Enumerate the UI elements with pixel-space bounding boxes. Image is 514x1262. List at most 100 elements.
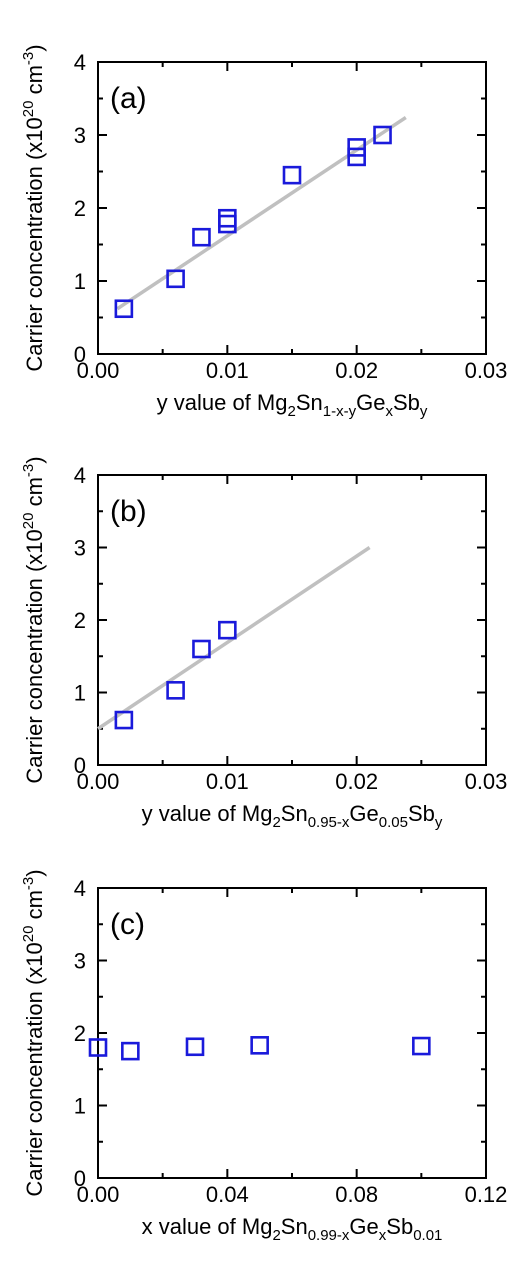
y-title-sup: 20 bbox=[20, 513, 37, 530]
y-tick-label: 4 bbox=[74, 50, 86, 75]
x-tick-label: 0.08 bbox=[335, 1182, 378, 1207]
x-title-text: Ge bbox=[349, 801, 378, 826]
y-title-text: ) bbox=[22, 869, 47, 876]
x-title-sub: 2 bbox=[287, 403, 295, 420]
data-point bbox=[121, 1041, 140, 1061]
data-point bbox=[166, 269, 185, 289]
x-tick-label: 0.01 bbox=[206, 358, 249, 383]
data-point bbox=[218, 208, 237, 228]
data-point bbox=[192, 639, 211, 659]
x-tick-label: 0.04 bbox=[206, 1182, 249, 1207]
y-axis-title: Carrier concentration (x1020 cm-3) bbox=[20, 44, 47, 371]
y-tick-label: 3 bbox=[74, 536, 86, 561]
y-tick-label: 1 bbox=[74, 269, 86, 294]
x-axis-title: y value of Mg2Sn0.95-xGe0.05Sby bbox=[142, 801, 443, 831]
data-point bbox=[185, 1037, 205, 1057]
x-title-sub: 0.95-x bbox=[308, 814, 350, 831]
x-tick-label: 0.02 bbox=[335, 358, 378, 383]
y-title-text: Carrier concentration (x10 bbox=[22, 117, 47, 371]
y-axis-title: Carrier concentration (x1020 cm-3) bbox=[20, 456, 47, 783]
x-title-sub: 0.05 bbox=[379, 814, 408, 831]
plot-frame bbox=[97, 474, 487, 766]
x-title-text: Sb bbox=[386, 1214, 413, 1239]
data-point bbox=[412, 1036, 431, 1056]
x-title-text: Sb bbox=[408, 801, 435, 826]
y-tick-label: 0 bbox=[74, 753, 86, 778]
y-tick-label: 2 bbox=[74, 608, 86, 633]
data-point bbox=[218, 214, 237, 234]
y-tick-label: 4 bbox=[74, 876, 86, 901]
y-title-text: Carrier concentration (x10 bbox=[22, 529, 47, 783]
x-title-text: y value of Mg bbox=[157, 390, 288, 415]
x-tick-label: 0.12 bbox=[465, 1182, 508, 1207]
y-axis-title: Carrier concentration (x1020 cm-3) bbox=[20, 869, 47, 1196]
x-axis-title: y value of Mg2Sn1-x-yGexSby bbox=[157, 390, 428, 420]
x-title-sub: y bbox=[420, 403, 428, 420]
x-title-text: Ge bbox=[349, 1214, 378, 1239]
x-title-sub: 0.01 bbox=[413, 1227, 442, 1244]
y-tick-label: 3 bbox=[74, 123, 86, 148]
x-title-sub: 0.99-x bbox=[308, 1227, 350, 1244]
x-title-sub: y bbox=[435, 814, 443, 831]
data-point bbox=[88, 1038, 108, 1057]
panel-label: (b) bbox=[110, 495, 147, 528]
data-point bbox=[347, 138, 366, 157]
x-tick-label: 0.00 bbox=[77, 769, 120, 794]
y-title-text: cm bbox=[22, 477, 47, 512]
y-tick-label: 0 bbox=[74, 1166, 86, 1191]
y-tick-label: 2 bbox=[74, 1021, 86, 1046]
y-title-text: ) bbox=[22, 44, 47, 51]
x-tick-label: 0.00 bbox=[77, 358, 120, 383]
data-point bbox=[192, 227, 211, 247]
data-point bbox=[250, 1036, 269, 1055]
y-title-sup: -3 bbox=[20, 877, 37, 890]
data-point bbox=[347, 147, 366, 167]
y-title-sup: 20 bbox=[20, 101, 37, 118]
x-title-text: y value of Mg bbox=[142, 801, 273, 826]
data-point bbox=[282, 165, 302, 185]
x-title-sub: 2 bbox=[272, 814, 280, 831]
y-tick-label: 1 bbox=[74, 1094, 86, 1119]
x-axis-title: x value of Mg2Sn0.99-xGexSb0.01 bbox=[142, 1214, 443, 1244]
panel-label: (a) bbox=[110, 82, 147, 115]
x-tick-label: 0.01 bbox=[206, 769, 249, 794]
y-title-text: cm bbox=[22, 65, 47, 100]
y-title-sup: -3 bbox=[20, 464, 37, 477]
panel-label: (c) bbox=[110, 908, 145, 941]
data-point bbox=[373, 125, 392, 145]
data-point bbox=[114, 299, 134, 319]
plot-frame bbox=[97, 61, 487, 355]
y-tick-label: 2 bbox=[74, 196, 86, 221]
fit-line bbox=[116, 116, 407, 311]
y-title-text: ) bbox=[22, 456, 47, 463]
plot-frame bbox=[97, 887, 487, 1179]
y-title-sup: -3 bbox=[20, 52, 37, 65]
x-title-sub: x bbox=[379, 1227, 387, 1244]
y-tick-label: 3 bbox=[74, 949, 86, 974]
y-tick-label: 4 bbox=[74, 463, 86, 488]
x-title-text: Sb bbox=[393, 390, 420, 415]
y-tick-label: 1 bbox=[74, 681, 86, 706]
x-tick-label: 0.03 bbox=[465, 358, 508, 383]
x-title-text: x value of Mg bbox=[142, 1214, 273, 1239]
y-title-text: cm bbox=[22, 890, 47, 925]
y-title-sup: 20 bbox=[20, 926, 37, 943]
y-tick-label: 0 bbox=[74, 342, 86, 367]
x-title-text: Sn bbox=[281, 801, 308, 826]
x-title-sub: x bbox=[385, 403, 393, 420]
x-title-text: Sn bbox=[296, 390, 323, 415]
x-title-text: Sn bbox=[281, 1214, 308, 1239]
x-tick-label: 0.03 bbox=[465, 769, 508, 794]
x-title-sub: 2 bbox=[272, 1227, 280, 1244]
y-title-text: Carrier concentration (x10 bbox=[22, 942, 47, 1196]
x-tick-label: 0.02 bbox=[335, 769, 378, 794]
x-title-text: Ge bbox=[356, 390, 385, 415]
data-point bbox=[166, 681, 185, 700]
x-tick-label: 0.00 bbox=[77, 1182, 120, 1207]
data-point bbox=[114, 710, 134, 730]
